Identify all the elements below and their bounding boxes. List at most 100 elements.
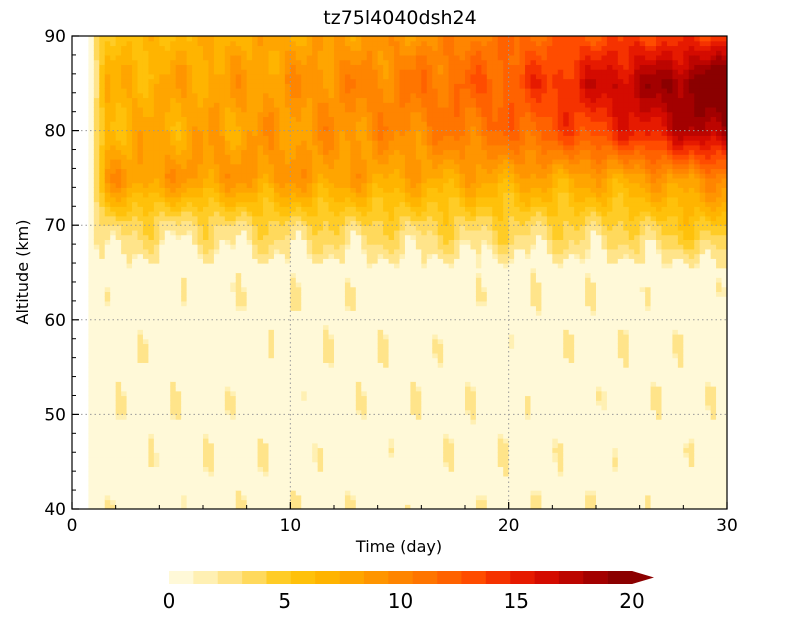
- field-cell: [235, 381, 242, 387]
- field-cell: [355, 258, 362, 264]
- field-cell: [334, 414, 341, 420]
- field-cell: [279, 433, 286, 439]
- field-cell: [312, 310, 319, 316]
- field-cell: [159, 229, 166, 236]
- field-cell: [186, 248, 193, 255]
- field-cell: [203, 125, 210, 132]
- field-cell: [344, 447, 351, 453]
- field-cell: [334, 253, 341, 259]
- field-cell: [312, 201, 319, 207]
- field-cell: [126, 300, 133, 307]
- field-cell: [208, 173, 215, 179]
- field-cell: [241, 177, 248, 184]
- field-cell: [164, 234, 171, 240]
- field-cell: [230, 400, 237, 406]
- field-cell: [175, 338, 182, 345]
- field-cell: [93, 442, 100, 449]
- field-cell: [323, 305, 330, 311]
- field-cell: [175, 281, 182, 288]
- field-cell: [235, 494, 242, 501]
- field-cell: [284, 452, 291, 458]
- field-cell: [355, 220, 362, 226]
- field-cell: [104, 140, 111, 146]
- field-cell: [126, 97, 133, 103]
- field-cell: [142, 173, 150, 179]
- field-cell: [164, 367, 171, 373]
- field-cell: [339, 485, 346, 491]
- field-cell: [197, 78, 204, 84]
- field-cell: [241, 106, 248, 113]
- field-cell: [208, 144, 215, 151]
- field-cell: [197, 64, 204, 70]
- field-cell: [99, 376, 106, 382]
- field-cell: [355, 272, 362, 278]
- field-cell: [230, 475, 237, 482]
- field-cell: [208, 149, 215, 155]
- field-cell: [284, 352, 291, 359]
- field-cell: [344, 272, 351, 278]
- field-cell: [241, 36, 248, 42]
- field-cell: [241, 452, 248, 458]
- field-cell: [317, 206, 324, 212]
- field-cell: [219, 45, 226, 51]
- field-cell: [153, 177, 160, 184]
- field-cell: [339, 220, 346, 226]
- field-cell: [115, 272, 122, 278]
- field-cell: [208, 177, 215, 184]
- field-cell: [213, 438, 220, 444]
- field-cell: [192, 352, 199, 359]
- field-cell: [312, 319, 319, 326]
- field-cell: [181, 225, 188, 231]
- field-cell: [284, 404, 291, 411]
- field-cell: [153, 267, 160, 274]
- field-cell: [148, 106, 155, 113]
- field-cell: [295, 315, 302, 321]
- field-cell: [203, 149, 210, 155]
- field-cell: [213, 163, 220, 170]
- field-cell: [186, 281, 193, 288]
- field-cell: [93, 140, 100, 146]
- field-cell: [132, 409, 139, 415]
- field-cell: [317, 135, 324, 141]
- field-cell: [312, 59, 319, 65]
- field-cell: [317, 168, 324, 174]
- field-cell: [284, 319, 291, 326]
- field-cell: [339, 196, 346, 203]
- field-cell: [93, 333, 100, 340]
- field-cell: [213, 168, 220, 174]
- field-cell: [350, 438, 357, 444]
- field-cell: [268, 485, 275, 491]
- field-cell: [148, 50, 155, 56]
- field-cell: [142, 258, 150, 264]
- field-cell: [235, 277, 242, 283]
- field-cell: [290, 428, 297, 434]
- field-cell: [312, 286, 319, 293]
- field-cell: [230, 442, 237, 449]
- field-cell: [241, 277, 248, 283]
- field-cell: [350, 125, 357, 132]
- field-cell: [159, 390, 166, 397]
- field-cell: [295, 144, 302, 151]
- field-cell: [192, 272, 199, 278]
- field-cell: [339, 333, 346, 340]
- field-cell: [175, 395, 182, 401]
- field-cell: [317, 88, 324, 94]
- field-cell: [284, 381, 291, 387]
- field-cell: [99, 64, 106, 70]
- field-cell: [290, 494, 297, 501]
- field-cell: [230, 201, 237, 207]
- field-cell: [284, 447, 291, 453]
- field-cell: [126, 504, 133, 509]
- field-cell: [159, 192, 166, 198]
- field-cell: [306, 329, 313, 335]
- field-cell: [235, 423, 242, 430]
- field-cell: [164, 267, 171, 274]
- field-cell: [126, 168, 133, 174]
- field-cell: [224, 78, 231, 84]
- field-cell: [170, 475, 177, 482]
- field-cell: [137, 471, 144, 477]
- field-cell: [197, 182, 204, 188]
- field-cell: [230, 168, 237, 174]
- field-cell: [93, 144, 100, 151]
- field-cell: [175, 267, 182, 274]
